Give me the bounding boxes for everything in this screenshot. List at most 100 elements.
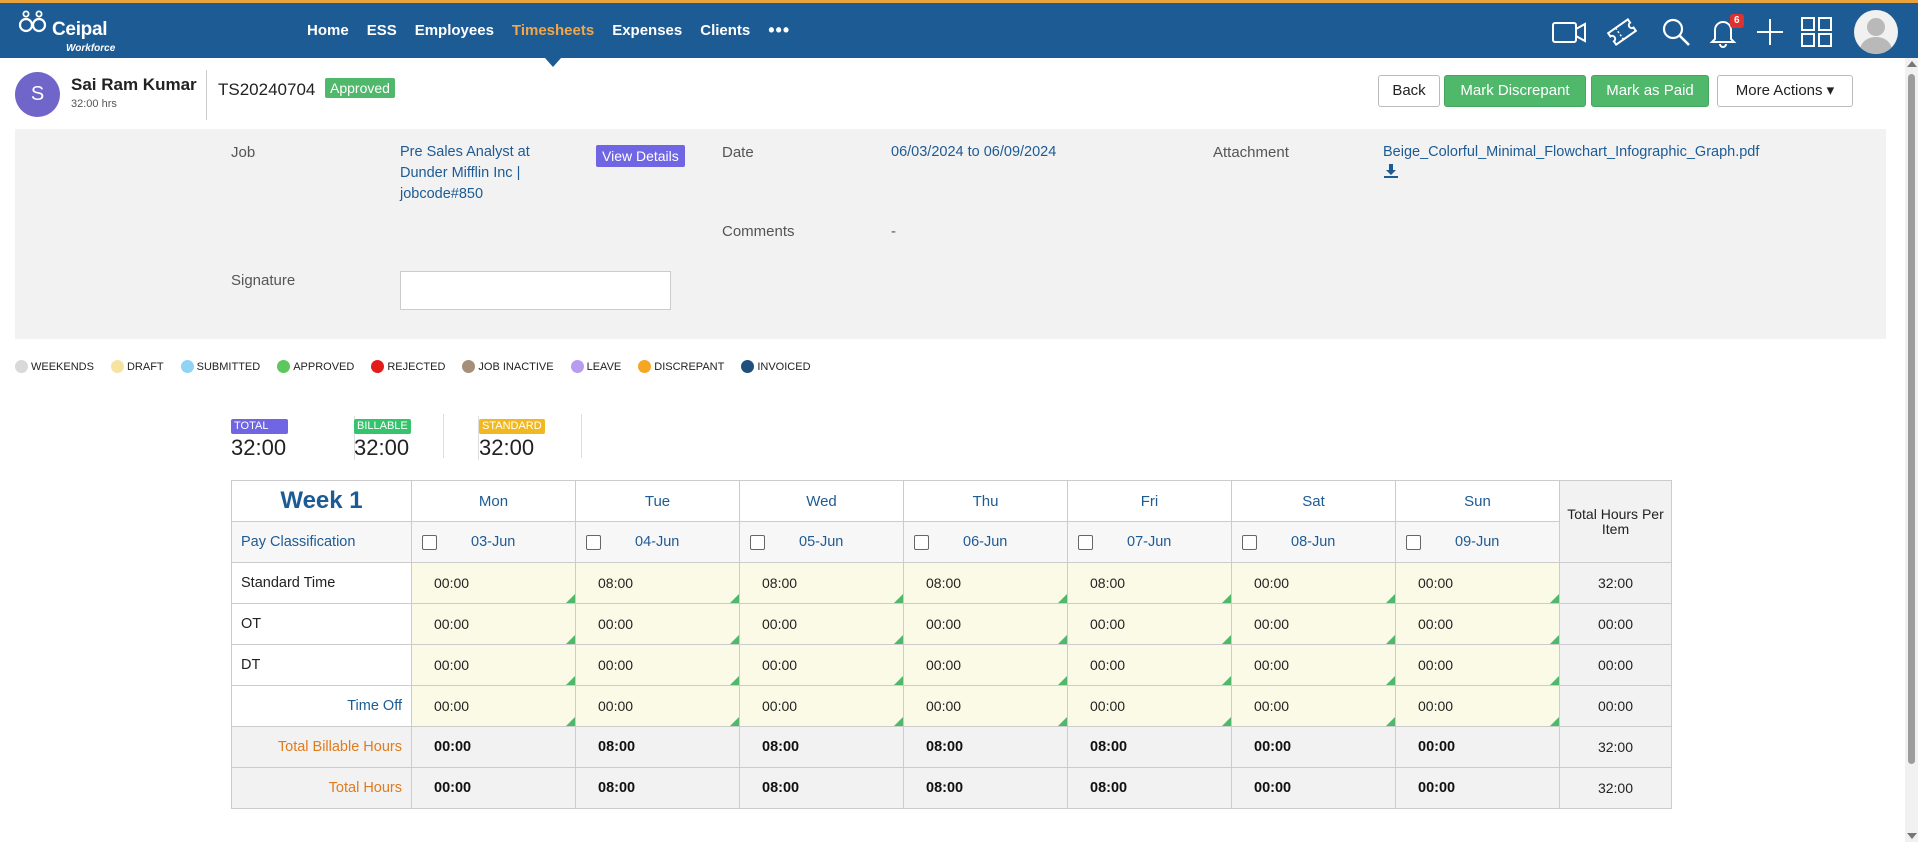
hours-entry-cell[interactable]: 08:00 (1067, 562, 1232, 604)
hours-entry-cell[interactable]: 00:00 (903, 685, 1068, 727)
add-icon[interactable] (1752, 15, 1788, 49)
hours-entry-cell[interactable]: 00:00 (1395, 562, 1560, 604)
entry-row: Standard Time 00:00 08:00 08:00 08:00 08:00 00… (231, 562, 1672, 604)
employee-hours: 32:00 hrs (71, 98, 117, 110)
hours-entry-cell[interactable]: 00:00 (1231, 685, 1396, 727)
summary-divider (581, 414, 582, 458)
video-icon[interactable] (1551, 15, 1587, 49)
hours-entry-cell[interactable]: 00:00 (411, 644, 576, 686)
mark-discrepant-button[interactable]: Mark Discrepant (1444, 75, 1586, 107)
more-actions-button[interactable]: More Actions ▾ (1717, 75, 1853, 107)
legend-dot-icon (570, 360, 584, 373)
hours-entry-cell[interactable]: 00:00 (1067, 603, 1232, 645)
approved-marker-icon (1386, 676, 1395, 685)
day-checkbox[interactable] (586, 534, 601, 550)
nav-ess[interactable]: ESS (366, 22, 397, 39)
vertical-scrollbar[interactable] (1905, 58, 1918, 842)
billable-tag: BILLABLE (354, 419, 411, 434)
hours-entry-cell[interactable]: 00:00 (1395, 685, 1560, 727)
attachment-link[interactable]: Beige_Colorful_Minimal_Flowchart_Infogra… (1383, 144, 1760, 160)
hours-entry-cell[interactable]: 00:00 (1395, 603, 1560, 645)
date-label: Date (722, 144, 754, 161)
legend-dot-icon (110, 360, 124, 373)
day-checkbox[interactable] (750, 534, 765, 550)
employee-avatar: S (15, 72, 60, 117)
notification-badge: 6 (1730, 14, 1744, 28)
header-divider (206, 70, 207, 120)
hours-entry-cell[interactable]: 00:00 (1231, 562, 1396, 604)
date-cell: 06-Jun (903, 521, 1068, 563)
hours-entry-cell[interactable]: 00:00 (575, 685, 740, 727)
approved-marker-icon (1550, 635, 1559, 644)
approved-marker-icon (1058, 635, 1067, 644)
hours-entry-cell[interactable]: 00:00 (903, 603, 1068, 645)
hours-entry-cell[interactable]: 00:00 (739, 603, 904, 645)
hours-entry-cell[interactable]: 00:00 (1231, 603, 1396, 645)
approved-marker-icon (1222, 594, 1231, 603)
standard-tag: STANDARD (479, 419, 545, 434)
user-avatar[interactable] (1854, 10, 1898, 54)
day-checkbox[interactable] (1242, 534, 1257, 550)
signature-field[interactable] (400, 271, 671, 310)
search-icon[interactable] (1658, 15, 1694, 49)
date-cell: 09-Jun (1395, 521, 1560, 563)
summary-divider (443, 414, 444, 458)
day-tue: Tue (575, 480, 740, 522)
day-checkbox[interactable] (422, 534, 437, 550)
pay-type-label: OT (231, 603, 412, 645)
hours-entry-cell[interactable]: 00:00 (575, 603, 740, 645)
bell-icon[interactable] (1705, 15, 1741, 49)
date-cell: 04-Jun (575, 521, 740, 563)
approved-marker-icon (1386, 635, 1395, 644)
hours-entry-cell[interactable]: 00:00 (903, 644, 1068, 686)
summary-value: 00:00 (1231, 767, 1396, 809)
summary-label: Total Billable Hours (231, 726, 412, 768)
hours-entry-cell[interactable]: 08:00 (903, 562, 1068, 604)
day-checkbox[interactable] (914, 534, 929, 550)
pay-type-label: Standard Time (231, 562, 412, 604)
apps-grid-icon[interactable] (1799, 15, 1835, 49)
scroll-down-icon[interactable] (1907, 833, 1917, 839)
nav-home[interactable]: Home (307, 22, 349, 39)
scrollbar-thumb[interactable] (1908, 74, 1915, 764)
hours-entry-cell[interactable]: 00:00 (1395, 644, 1560, 686)
nav-more[interactable]: ••• (768, 20, 791, 40)
legend-dot-icon (277, 360, 291, 373)
job-label: Job (231, 144, 256, 161)
approved-marker-icon (566, 635, 575, 644)
hours-entry-cell[interactable]: 00:00 (1067, 685, 1232, 727)
ticket-icon[interactable] (1604, 15, 1640, 49)
hours-entry-cell[interactable]: 00:00 (1231, 644, 1396, 686)
nav-employees[interactable]: Employees (414, 22, 494, 39)
nav-timesheets[interactable]: Timesheets (512, 3, 594, 67)
hours-entry-cell[interactable]: 00:00 (739, 644, 904, 686)
day-fri: Fri (1067, 480, 1232, 522)
approved-marker-icon (1550, 717, 1559, 726)
approved-marker-icon (1222, 676, 1231, 685)
approved-marker-icon (730, 594, 739, 603)
nav-expenses[interactable]: Expenses (612, 22, 683, 39)
scroll-up-icon[interactable] (1907, 61, 1917, 67)
date-label: 09-Jun (1455, 534, 1500, 550)
hours-entry-cell[interactable]: 00:00 (411, 603, 576, 645)
hours-entry-cell[interactable]: 00:00 (575, 644, 740, 686)
hours-entry-cell[interactable]: 00:00 (1067, 644, 1232, 686)
mark-as-paid-button[interactable]: Mark as Paid (1591, 75, 1709, 107)
job-link[interactable]: Pre Sales Analyst at Dunder Mifflin Inc … (400, 144, 530, 202)
hours-entry-cell[interactable]: 08:00 (739, 562, 904, 604)
nav-clients[interactable]: Clients (700, 22, 751, 39)
legend-draft: DRAFT (110, 360, 164, 373)
date-cell: 07-Jun (1067, 521, 1232, 563)
hours-entry-cell[interactable]: 00:00 (411, 685, 576, 727)
legend-dot-icon (180, 360, 194, 373)
download-icon[interactable] (1383, 163, 1399, 179)
billable-value: 32:00 (354, 435, 410, 460)
hours-entry-cell[interactable]: 08:00 (575, 562, 740, 604)
hours-entry-cell[interactable]: 00:00 (739, 685, 904, 727)
day-checkbox[interactable] (1406, 534, 1421, 550)
hours-entry-cell[interactable]: 00:00 (411, 562, 576, 604)
day-checkbox[interactable] (1078, 534, 1093, 550)
view-details-button[interactable]: View Details (596, 145, 685, 167)
approved-marker-icon (1058, 676, 1067, 685)
back-button[interactable]: Back (1378, 75, 1440, 107)
